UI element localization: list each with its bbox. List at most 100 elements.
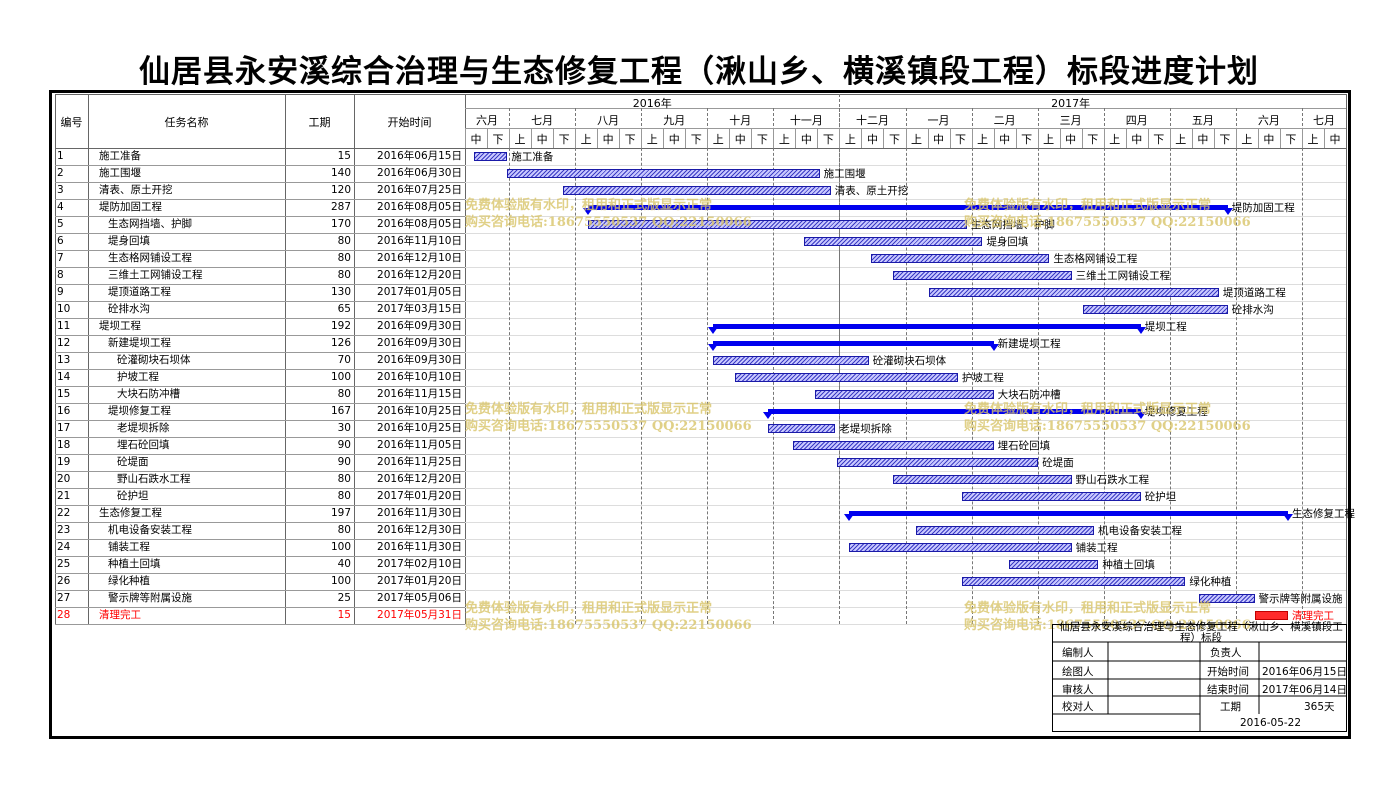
- dekad-divider: [1257, 128, 1259, 148]
- task-id: 28: [57, 609, 71, 621]
- table-head-line: [55, 148, 465, 149]
- table-col-line: [465, 94, 466, 624]
- task-bar: [848, 543, 1072, 552]
- dekad-label: 上: [580, 133, 592, 146]
- task-duration: 80: [337, 473, 351, 485]
- month-divider: [1103, 108, 1105, 624]
- chart-frame: [49, 90, 1351, 739]
- task-bar: [893, 271, 1072, 280]
- task-name: 砼堤面: [117, 456, 149, 468]
- bar-label: 野山石跌水工程: [1075, 474, 1150, 486]
- task-name: 警示牌等附属设施: [108, 592, 192, 604]
- table-row-line: [55, 437, 465, 438]
- task-id: 25: [57, 558, 71, 570]
- task-start: 2016年11月15日: [377, 388, 462, 400]
- table-row: 20 野山石跌水工程 80 2016年12月20日: [55, 471, 465, 488]
- dekad-divider: [619, 128, 621, 148]
- bar-label: 大块石防冲槽: [997, 389, 1061, 401]
- year-label: 2017年: [1051, 97, 1091, 110]
- table-row-line: [55, 250, 465, 251]
- table-row: 23 机电设备安装工程 80 2016年12月30日: [55, 522, 465, 539]
- task-duration: 130: [330, 286, 351, 298]
- task-name: 砼排水沟: [108, 303, 150, 315]
- task-start: 2017年03月15日: [377, 303, 462, 315]
- dekad-label: 中: [536, 133, 548, 146]
- task-id: 3: [57, 184, 64, 196]
- task-name: 堤坝工程: [99, 320, 141, 332]
- table-row-line: [55, 199, 465, 200]
- task-name: 堤身回填: [108, 235, 150, 247]
- task-duration: 80: [337, 524, 351, 536]
- month-label: 六月: [1257, 114, 1280, 127]
- dekad-label: 上: [514, 133, 526, 146]
- task-id: 10: [57, 303, 71, 315]
- task-duration: 70: [337, 354, 351, 366]
- gantt-head-line: [465, 94, 1346, 95]
- dekad-divider: [883, 128, 885, 148]
- end-value: 2017年06月14日: [1262, 684, 1347, 696]
- bar-label: 堤防加固工程: [1231, 202, 1295, 214]
- task-start: 2017年01月20日: [377, 490, 462, 502]
- table-row: 21 砼护坦 80 2017年01月20日: [55, 488, 465, 505]
- task-id: 11: [57, 320, 71, 332]
- month-label: 二月: [993, 114, 1016, 127]
- task-start: 2016年09月30日: [377, 320, 462, 332]
- dekad-divider: [1301, 128, 1303, 148]
- proof-label: 校对人: [1062, 701, 1094, 713]
- reviewer-label: 审核人: [1062, 684, 1094, 696]
- task-name: 堤坝修复工程: [108, 405, 171, 417]
- dekad-label: 上: [1175, 133, 1187, 146]
- year-label: 2016年: [632, 97, 672, 110]
- info-project-name: 仙居县永安溪综合治理与生态修复工程（湫山乡、横溪镇段工程）标段: [1059, 621, 1343, 644]
- bar-label: 种植土回填: [1102, 559, 1155, 571]
- dekad-label: 中: [866, 133, 878, 146]
- bar-label: 机电设备安装工程: [1097, 525, 1182, 537]
- task-id: 19: [57, 456, 71, 468]
- dekad-divider: [1191, 128, 1193, 148]
- table-row-line: [55, 284, 465, 285]
- task-name: 绿化种植: [108, 575, 150, 587]
- task-id: 8: [57, 269, 64, 281]
- info-grid: [1052, 624, 1347, 732]
- dekad-divider: [1103, 128, 1105, 148]
- table-row-line: [55, 318, 465, 319]
- dekad-label: 下: [1153, 133, 1165, 146]
- dekad-divider: [773, 128, 775, 148]
- task-id: 12: [57, 337, 71, 349]
- dekad-label: 中: [1197, 133, 1209, 146]
- dekad-label: 上: [646, 133, 658, 146]
- task-id: 27: [57, 592, 71, 604]
- task-name: 清表、原土开挖: [99, 184, 173, 196]
- month-label: 六月: [476, 114, 499, 127]
- month-label: 八月: [597, 114, 620, 127]
- dekad-divider: [663, 128, 665, 148]
- task-duration: 80: [337, 269, 351, 281]
- bar-label: 堤坝工程: [1144, 321, 1187, 333]
- task-duration: 170: [330, 218, 351, 230]
- task-start: 2017年05月31日: [377, 609, 462, 621]
- dekad-label: 上: [1241, 133, 1253, 146]
- task-bar: [837, 458, 1039, 467]
- start-label: 开始时间: [1207, 666, 1249, 678]
- task-bar: [792, 441, 994, 450]
- table-row: 13 砼灌砌块石坝体 70 2016年09月30日: [55, 352, 465, 369]
- table-row: 17 老堤坝拆除 30 2016年10月25日: [55, 420, 465, 437]
- dekad-divider: [487, 128, 489, 148]
- dekad-divider: [1147, 128, 1149, 148]
- table-row-line: [55, 420, 465, 421]
- task-id: 4: [57, 201, 64, 213]
- task-name: 铺装工程: [108, 541, 150, 553]
- task-bar: [804, 237, 983, 246]
- task-name: 老堤坝拆除: [117, 422, 170, 434]
- table-row-line: [55, 505, 465, 506]
- month-label: 三月: [1059, 114, 1082, 127]
- task-start: 2016年10月25日: [377, 422, 462, 434]
- dekad-label: 下: [624, 133, 636, 146]
- bar-label: 堤身回填: [986, 236, 1029, 248]
- task-name: 大块石防冲槽: [117, 388, 180, 400]
- task-id: 15: [57, 388, 71, 400]
- table-row: 14 护坡工程 100 2016年10月10日: [55, 369, 465, 386]
- table-row-line: [55, 522, 465, 523]
- bar-label: 生态格网铺设工程: [1053, 253, 1138, 265]
- table-row: 7 生态格网铺设工程 80 2016年12月10日: [55, 250, 465, 267]
